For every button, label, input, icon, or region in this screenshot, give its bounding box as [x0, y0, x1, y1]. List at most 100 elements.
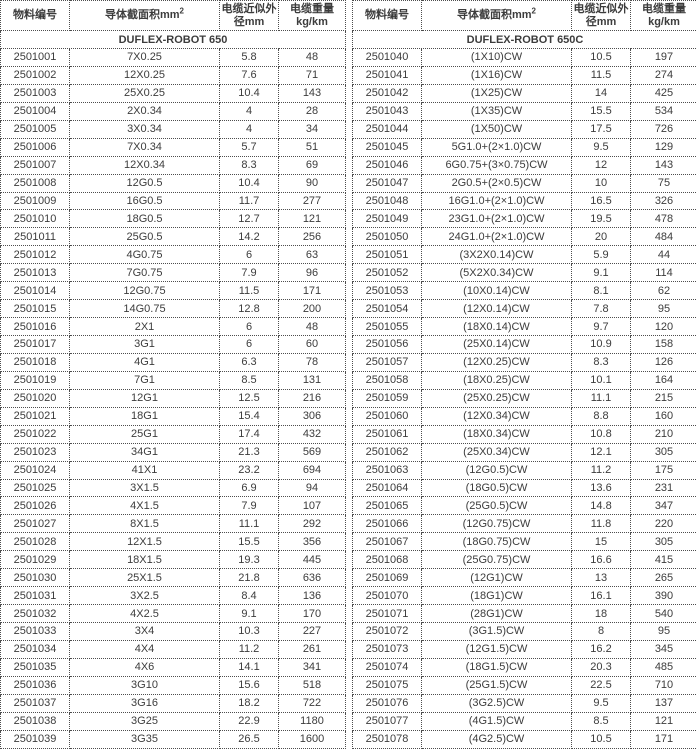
outer-diameter-cell: 9.7: [571, 317, 631, 336]
conductor-area-cell: 25G0.5: [69, 227, 220, 247]
table-row: 2501031 3X2.5 8.4 136: [0, 586, 346, 606]
conductor-area-cell: 3X4: [69, 622, 220, 641]
table-row: 2501008 12G0.5 10.4 90: [0, 173, 346, 193]
outer-diameter-cell: 16.5: [571, 191, 631, 211]
conductor-area-cell: 12G0.75: [69, 281, 220, 301]
conductor-area-cell: 4X4: [69, 639, 220, 659]
outer-diameter-cell: 10.9: [571, 335, 631, 354]
material-no-cell: 2501016: [0, 317, 70, 336]
table-row: 2501032 4X2.5 9.1 170: [0, 604, 346, 623]
outer-diameter-cell: 6: [219, 245, 279, 265]
outer-diameter-cell: 6: [219, 335, 279, 354]
conductor-area-cell: 2G0.5+(2×0.5)CW: [421, 173, 572, 193]
outer-diameter-cell: 15.6: [219, 675, 279, 695]
outer-diameter-cell: 7.9: [219, 263, 279, 283]
outer-diameter-cell: 12.8: [219, 299, 279, 319]
material-no-cell: 2501055: [352, 317, 422, 336]
material-no-cell: 2501017: [0, 335, 70, 354]
table-row: 2501021 18G1 15.4 306: [0, 406, 346, 426]
conductor-area-cell: (1X25)CW: [421, 83, 572, 103]
conductor-area-cell: (3X2X0.14)CW: [421, 245, 572, 265]
conductor-area-cell: (12G1)CW: [421, 568, 572, 588]
conductor-area-cell: 41X1: [69, 460, 220, 480]
weight-cell: 1180: [278, 711, 346, 731]
outer-diameter-cell: 8.1: [571, 281, 631, 301]
weight-cell: 292: [278, 514, 346, 534]
series-title-row: DUFLEX-ROBOT 650C: [352, 30, 696, 49]
weight-cell: 390: [630, 586, 696, 606]
material-no-cell: 2501009: [0, 191, 70, 211]
material-no-cell: 2501013: [0, 263, 70, 283]
table-row: 2501039 3G35 26.5 1600: [0, 729, 346, 749]
col-header-weight: 电缆重量 kg/km: [278, 0, 346, 31]
outer-diameter-cell: 12.7: [219, 209, 279, 229]
table-row: 2501017 3G1 6 60: [0, 335, 346, 354]
conductor-area-cell: 25X1.5: [69, 568, 220, 588]
table-row: 2501009 16G0.5 11.7 277: [0, 191, 346, 211]
outer-diameter-cell: 13.6: [571, 478, 631, 498]
material-no-cell: 2501027: [0, 514, 70, 534]
material-no-cell: 2501059: [352, 388, 422, 408]
outer-diameter-cell: 10.3: [219, 622, 279, 641]
table-row: 2501040 (1X10)CW 10.5 197: [352, 48, 696, 67]
conductor-area-superscript: 2: [179, 6, 184, 16]
material-no-cell: 2501054: [352, 299, 422, 319]
conductor-area-cell: 6G0.75+(3×0.75)CW: [421, 155, 572, 175]
weight-cell: 197: [630, 48, 696, 67]
weight-cell: 256: [278, 227, 346, 247]
weight-cell: 636: [278, 568, 346, 588]
material-no-cell: 2501056: [352, 335, 422, 354]
table-row: 2501044 (1X50)CW 17.5 726: [352, 119, 696, 139]
weight-cell: 107: [278, 496, 346, 516]
conductor-area-cell: 3G10: [69, 675, 220, 695]
material-no-cell: 2501077: [352, 711, 422, 731]
weight-cell: 1600: [278, 729, 346, 749]
table-row: 2501038 3G25 22.9 1180: [0, 711, 346, 731]
material-no-cell: 2501030: [0, 568, 70, 588]
material-no-cell: 2501015: [0, 299, 70, 319]
table-row: 2501071 (28G1)CW 18 540: [352, 604, 696, 623]
material-no-cell: 2501062: [352, 442, 422, 462]
conductor-area-cell: 2X0.34: [69, 101, 220, 121]
material-no-cell: 2501043: [352, 101, 422, 121]
outer-diameter-cell: 12.5: [219, 388, 279, 408]
weight-cell: 131: [278, 370, 346, 390]
conductor-area-cell: (18G0.75)CW: [421, 532, 572, 552]
weight-cell: 60: [278, 335, 346, 354]
material-no-cell: 2501037: [0, 693, 70, 713]
table-row: 2501047 2G0.5+(2×0.5)CW 10 75: [352, 173, 696, 193]
material-no-cell: 2501046: [352, 155, 422, 175]
outer-diameter-cell: 8.5: [571, 711, 631, 731]
table-row: 2501068 (25G0.75)CW 16.6 415: [352, 550, 696, 570]
outer-diameter-cell: 8.3: [219, 155, 279, 175]
conductor-area-cell: (25G0.5)CW: [421, 496, 572, 516]
weight-cell: 265: [630, 568, 696, 588]
outer-diameter-cell: 21.3: [219, 442, 279, 462]
table-row: 2501028 12X1.5 15.5 356: [0, 532, 346, 552]
table-row: 2501060 (12X0.34)CW 8.8 160: [352, 406, 696, 426]
outer-diameter-cell: 21.8: [219, 568, 279, 588]
weight-cell: 534: [630, 101, 696, 121]
material-no-cell: 2501071: [352, 604, 422, 623]
table-row: 2501050 24G1.0+(2×1.0)CW 20 484: [352, 227, 696, 247]
outer-diameter-cell: 10.4: [219, 173, 279, 193]
conductor-area-cell: 34G1: [69, 442, 220, 462]
conductor-area-cell: 3X1.5: [69, 478, 220, 498]
table-row: 2501006 7X0.34 5.7 51: [0, 137, 346, 157]
conductor-area-cell: 3X2.5: [69, 586, 220, 606]
material-no-cell: 2501076: [352, 693, 422, 713]
material-no-cell: 2501058: [352, 370, 422, 390]
weight-cell: 170: [278, 604, 346, 623]
table-row: 2501033 3X4 10.3 227: [0, 622, 346, 641]
table-row: 2501012 4G0.75 6 63: [0, 245, 346, 265]
outer-diameter-cell: 13: [571, 568, 631, 588]
conductor-area-cell: (5X2X0.34)CW: [421, 263, 572, 283]
conductor-area-cell: (12G0.5)CW: [421, 460, 572, 480]
weight-cell: 75: [630, 173, 696, 193]
weight-cell: 48: [278, 48, 346, 67]
outer-diameter-cell: 16.2: [571, 639, 631, 659]
weight-cell: 345: [630, 639, 696, 659]
table-row: 2501043 (1X35)CW 15.5 534: [352, 101, 696, 121]
col-header-weight: 电缆重量 kg/km: [630, 0, 696, 31]
col-header-material-no: 物料编号: [0, 0, 70, 31]
